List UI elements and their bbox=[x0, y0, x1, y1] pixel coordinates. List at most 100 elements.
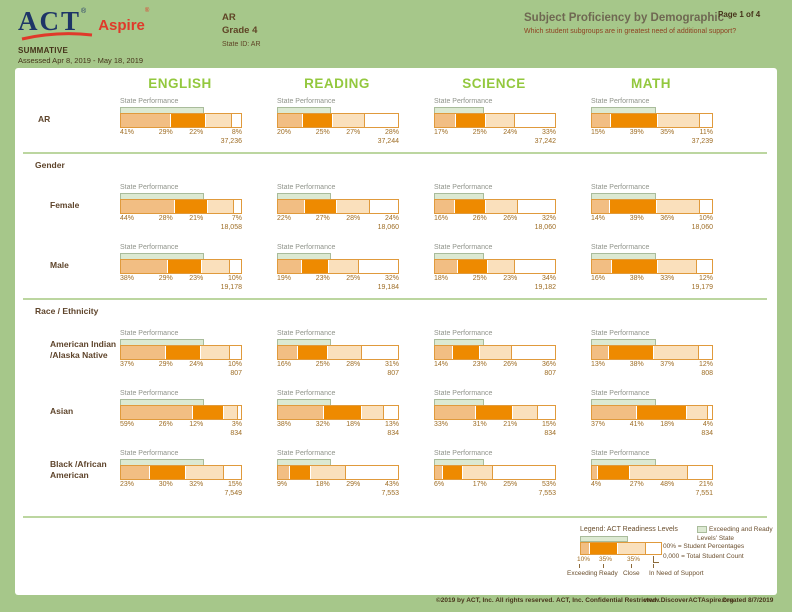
segment-exceeding bbox=[435, 260, 457, 273]
segment-exceeding bbox=[121, 346, 166, 359]
act-registered-mark: ® bbox=[81, 8, 87, 15]
legend-level-in-need-of-support: In Need of Support bbox=[649, 570, 704, 577]
segment-exceeding bbox=[278, 114, 302, 127]
segment-exceeding bbox=[121, 114, 171, 127]
percent-labels: 44% 28% 21% 7% bbox=[120, 215, 242, 222]
percent-labels: 18% 25% 23% 34% bbox=[434, 275, 556, 282]
percent-close: 29% bbox=[346, 481, 361, 488]
row-label-male: Male bbox=[50, 260, 69, 270]
state-performance-label: State Performance bbox=[277, 330, 336, 337]
student-count: 834 bbox=[701, 430, 713, 437]
percent-in-need-of-support: 15% bbox=[227, 481, 242, 488]
legend-tick bbox=[603, 564, 604, 568]
percent-close: 36% bbox=[660, 215, 675, 222]
percent-close: 33% bbox=[660, 275, 675, 282]
segment-close bbox=[200, 346, 229, 359]
section-divider bbox=[23, 516, 767, 518]
column-header-science: SCIENCE bbox=[462, 76, 526, 91]
percent-ready: 41% bbox=[629, 421, 644, 428]
readiness-bar bbox=[277, 199, 399, 214]
readiness-bar bbox=[591, 465, 713, 480]
readiness-cell-science: State Performance 17% 25% 24% 33% 37,242 bbox=[434, 98, 560, 148]
segment-in-need-of-support bbox=[237, 406, 241, 419]
aspire-registered-mark: ® bbox=[144, 8, 150, 14]
section-divider bbox=[23, 298, 767, 300]
percent-exceeding: 13% bbox=[591, 361, 606, 368]
column-header-english: ENGLISH bbox=[148, 76, 212, 91]
readiness-bar bbox=[434, 345, 556, 360]
segment-exceeding bbox=[435, 466, 443, 479]
segment-close bbox=[685, 406, 708, 419]
segment-ready bbox=[596, 466, 630, 479]
percent-exceeding: 37% bbox=[120, 361, 135, 368]
legend-tick bbox=[653, 564, 654, 568]
percent-close: 24% bbox=[189, 361, 204, 368]
segment-close bbox=[655, 200, 699, 213]
legend-state-band bbox=[580, 536, 628, 542]
state-performance-label: State Performance bbox=[434, 98, 493, 105]
segment-close bbox=[207, 200, 233, 213]
footer-url[interactable]: www.DiscoverACTAspire.org bbox=[644, 597, 734, 604]
legend-segment-ready bbox=[589, 543, 617, 554]
legend: Legend: ACT Readiness Levels 10% 35% 35% E… bbox=[565, 526, 777, 588]
percent-in-need-of-support: 53% bbox=[541, 481, 556, 488]
percent-in-need-of-support: 3% bbox=[231, 421, 242, 428]
state-performance-label: State Performance bbox=[120, 244, 179, 251]
segment-exceeding bbox=[121, 406, 192, 419]
section-heading-gender: Gender bbox=[35, 160, 65, 170]
segment-close bbox=[485, 200, 517, 213]
readiness-cell-english: State Performance 38% 29% 23% 10% 19,178 bbox=[120, 244, 246, 294]
segment-close bbox=[462, 466, 493, 479]
segment-close bbox=[511, 406, 537, 419]
percent-ready: 25% bbox=[315, 361, 330, 368]
segment-close bbox=[485, 114, 515, 127]
percent-close: 28% bbox=[346, 361, 361, 368]
legend-level-exceeding: Exceeding bbox=[567, 570, 598, 577]
segment-exceeding bbox=[592, 200, 609, 213]
readiness-bar bbox=[434, 259, 556, 274]
legend-connector bbox=[653, 556, 659, 563]
segment-exceeding bbox=[592, 346, 608, 359]
readiness-bar bbox=[591, 405, 713, 420]
page-number: Page 1 of 4 bbox=[718, 10, 761, 19]
percent-exceeding: 19% bbox=[277, 275, 292, 282]
footer-copyright: ©2019 by ACT, Inc. All rights reserved. bbox=[436, 597, 555, 604]
percent-close: 21% bbox=[503, 421, 518, 428]
percent-ready: 39% bbox=[629, 215, 644, 222]
report-body-panel: ENGLISH READING SCIENCE MATH AR State Perfor… bbox=[15, 68, 777, 595]
org-name: AR bbox=[222, 12, 236, 23]
segment-in-need-of-support bbox=[222, 466, 241, 479]
state-performance-label: State Performance bbox=[591, 244, 650, 251]
percent-in-need-of-support: 10% bbox=[227, 275, 242, 282]
student-count: 807 bbox=[230, 370, 242, 377]
segment-close bbox=[328, 260, 359, 273]
readiness-bar bbox=[120, 405, 242, 420]
segment-exceeding bbox=[121, 466, 149, 479]
percent-close: 37% bbox=[660, 361, 675, 368]
percent-close: 32% bbox=[189, 481, 204, 488]
segment-ready bbox=[300, 260, 329, 273]
percent-labels: 19% 23% 25% 32% bbox=[277, 275, 399, 282]
percent-labels: 38% 32% 18% 13% bbox=[277, 421, 399, 428]
percent-ready: 29% bbox=[158, 275, 173, 282]
state-performance-label: State Performance bbox=[120, 450, 179, 457]
page-subtitle: Which student subgroups are in greatest … bbox=[524, 28, 737, 35]
state-performance-label: State Performance bbox=[120, 330, 179, 337]
percent-labels: 33% 31% 21% 15% bbox=[434, 421, 556, 428]
state-performance-label: State Performance bbox=[434, 390, 493, 397]
readiness-bar bbox=[120, 465, 242, 480]
row-label-american-indian: American Indian/Alaska Native bbox=[50, 339, 117, 361]
percent-labels: 14% 23% 26% 36% bbox=[434, 361, 556, 368]
state-performance-label: State Performance bbox=[434, 330, 493, 337]
segment-close bbox=[629, 466, 687, 479]
segment-in-need-of-support bbox=[697, 346, 712, 359]
segment-in-need-of-support bbox=[707, 406, 712, 419]
percent-labels: 15% 39% 35% 11% bbox=[591, 129, 713, 136]
state-performance-label: State Performance bbox=[277, 390, 336, 397]
percent-in-need-of-support: 8% bbox=[231, 129, 242, 136]
section-heading-race-ethnicity: Race / Ethnicity bbox=[35, 306, 99, 316]
percent-ready: 18% bbox=[315, 481, 330, 488]
readiness-cell-reading: State Performance 22% 27% 28% 24% 18,060 bbox=[277, 184, 403, 234]
student-count: 834 bbox=[544, 430, 556, 437]
report-title-block: Subject Proficiency by Demographic Which… bbox=[524, 12, 752, 36]
